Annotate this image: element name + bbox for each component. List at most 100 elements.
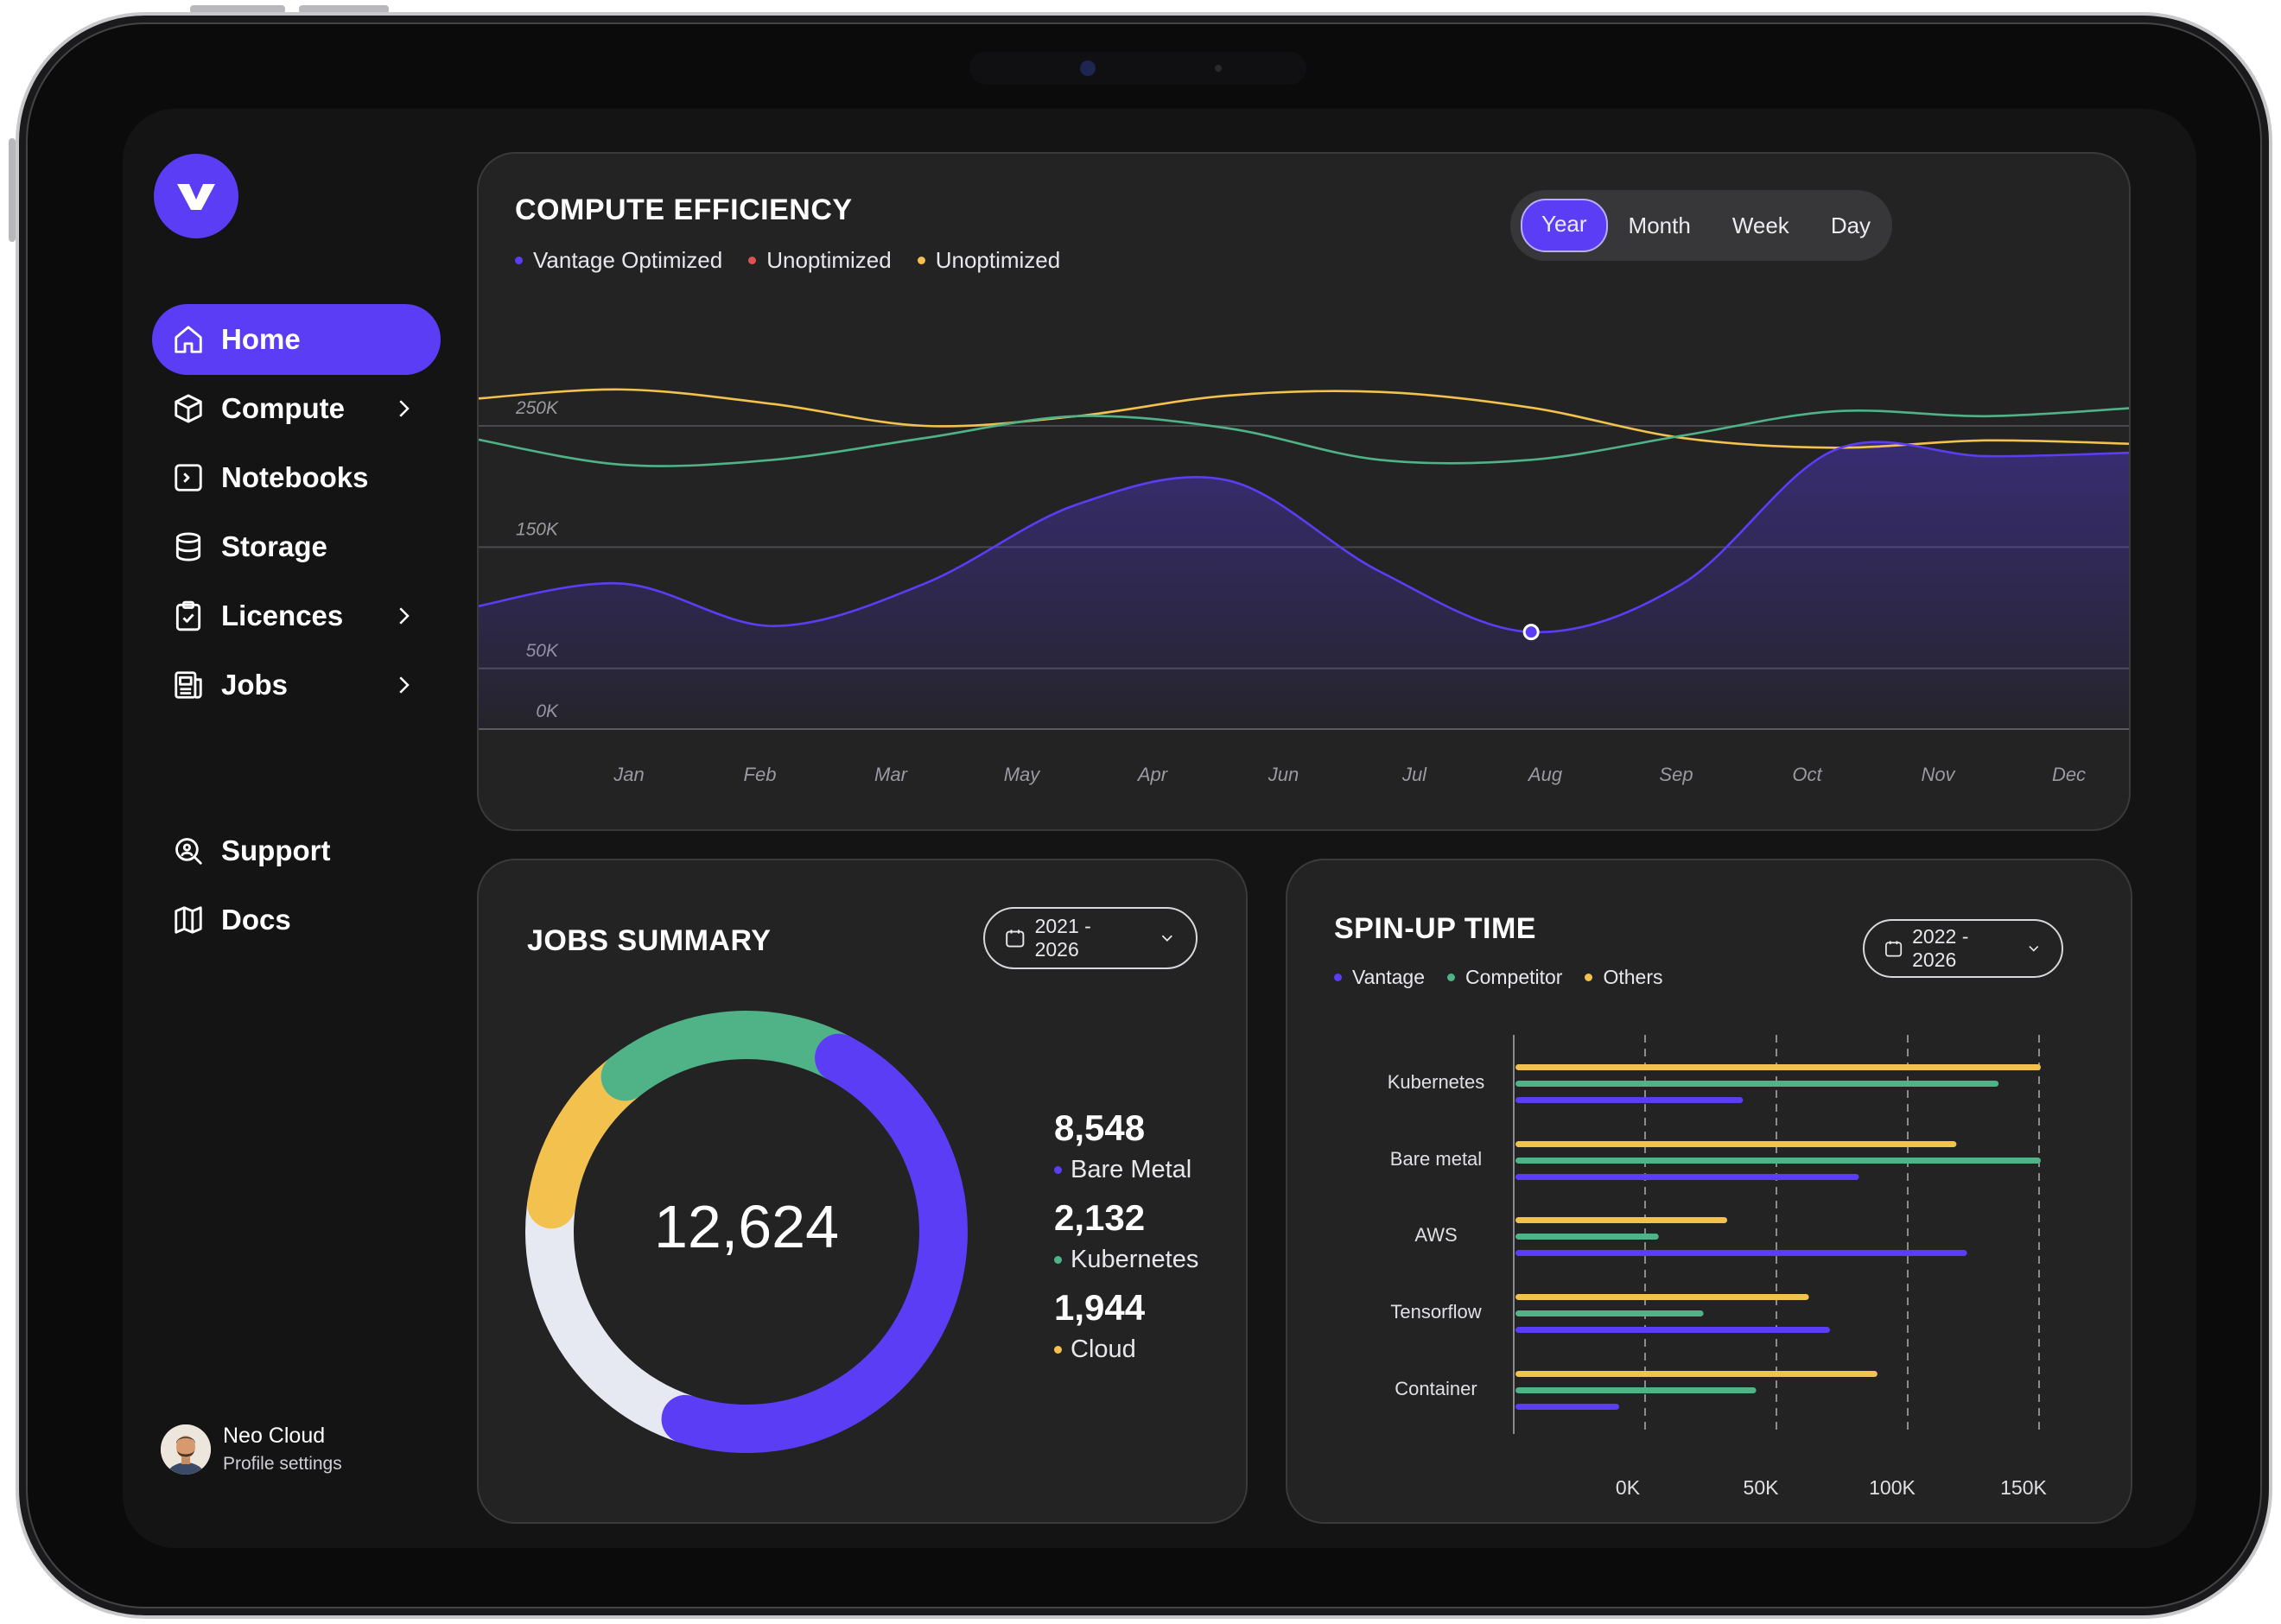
map-icon bbox=[171, 903, 206, 937]
legend-label: Vantage bbox=[1352, 966, 1425, 988]
chart-legend: Vantage Competitor Others bbox=[1334, 966, 1689, 989]
legend-label: Unoptimized bbox=[935, 247, 1061, 273]
jobs-summary-card: JOBS SUMMARY 2021 - 2026 12,624 8,548 Ba… bbox=[477, 859, 1248, 1524]
legend-label: Vantage Optimized bbox=[533, 247, 723, 273]
legend-dot bbox=[1334, 974, 1342, 981]
cube-icon bbox=[171, 391, 206, 426]
series-line bbox=[479, 407, 2129, 467]
legend-dot bbox=[1054, 1256, 1062, 1264]
device-button bbox=[299, 5, 389, 14]
legend-label: Unoptimized bbox=[766, 247, 892, 273]
x-tick-label: 150K bbox=[2000, 1476, 2047, 1499]
date-range-text: 2022 - 2026 bbox=[1912, 925, 1969, 971]
nav-label: Jobs bbox=[221, 669, 289, 701]
x-tick-label: Feb bbox=[744, 764, 777, 785]
bar bbox=[1515, 1327, 1830, 1333]
bar bbox=[1515, 1310, 1704, 1316]
card-title: COMPUTE EFFICIENCY bbox=[515, 193, 853, 226]
nav-label: Licences bbox=[221, 599, 344, 631]
profile-settings[interactable]: Neo Cloud Profile settings bbox=[161, 1424, 342, 1475]
clipboard-check-icon bbox=[171, 599, 206, 633]
range-year-button[interactable]: Year bbox=[1521, 199, 1608, 252]
x-tick-label: 50K bbox=[1744, 1476, 1780, 1499]
legend-item: Unoptimized bbox=[748, 247, 892, 274]
nav-item-licences[interactable]: Licences bbox=[152, 580, 441, 651]
nav-label: Home bbox=[221, 323, 301, 355]
date-range-select[interactable]: 2021 - 2026 bbox=[983, 907, 1198, 969]
date-range-text: 2021 - 2026 bbox=[1034, 915, 1091, 961]
app-screen: Home Compute Notebooks Storage Licenc bbox=[123, 109, 2196, 1548]
logo-v-icon bbox=[177, 184, 215, 210]
legend-dot bbox=[1585, 974, 1593, 981]
stat-value: 1,944 bbox=[1054, 1287, 1146, 1328]
category-label: AWS bbox=[1414, 1224, 1457, 1246]
spin-up-bar-chart: 0K 50K 100K 150K Kubernetes Bare metal AWS Tens… bbox=[1388, 1035, 2048, 1499]
stat-label-text: Cloud bbox=[1071, 1335, 1136, 1363]
date-range-select[interactable]: 2022 - 2026 bbox=[1863, 919, 2063, 978]
camera-icon bbox=[1080, 60, 1096, 76]
nav-item-docs[interactable]: Docs bbox=[152, 885, 441, 955]
nav-item-notebooks[interactable]: Notebooks bbox=[152, 442, 441, 513]
legend-dot bbox=[515, 257, 523, 264]
legend-item: Competitor bbox=[1446, 966, 1563, 989]
legend-item: Unoptimized bbox=[917, 247, 1061, 274]
bar bbox=[1515, 1141, 1957, 1147]
calendar-icon bbox=[1885, 941, 1903, 957]
calendar-icon bbox=[1006, 929, 1025, 948]
stat-label: Kubernetes bbox=[1054, 1246, 1198, 1274]
profile-subtitle: Profile settings bbox=[223, 1454, 342, 1474]
bar bbox=[1515, 1217, 1728, 1223]
x-tick-label: Aug bbox=[1527, 764, 1563, 785]
bar bbox=[1515, 1294, 1809, 1300]
donut-segment-other bbox=[525, 1180, 710, 1443]
series-line bbox=[479, 441, 2129, 634]
compute-efficiency-card: COMPUTE EFFICIENCY Vantage Optimized Uno… bbox=[477, 152, 2131, 831]
range-month-button[interactable]: Month bbox=[1628, 213, 1691, 238]
chevron-right-icon bbox=[399, 607, 410, 625]
x-tick-label: 0K bbox=[1616, 1476, 1641, 1499]
donut-segment-kubernetes bbox=[600, 1011, 864, 1101]
x-tick-label: Apr bbox=[1136, 764, 1169, 785]
bar bbox=[1515, 1097, 1744, 1103]
stat-label: Bare Metal bbox=[1054, 1156, 1191, 1184]
legend-label: Competitor bbox=[1465, 966, 1563, 988]
legend-item: Vantage Optimized bbox=[515, 247, 722, 274]
x-tick-label: May bbox=[1004, 764, 1042, 785]
chevron-right-icon bbox=[399, 400, 410, 417]
nav-item-jobs[interactable]: Jobs bbox=[152, 650, 441, 720]
bar bbox=[1515, 1158, 2041, 1164]
range-week-button[interactable]: Week bbox=[1731, 213, 1789, 238]
bar bbox=[1515, 1250, 1967, 1256]
card-title: SPIN-UP TIME bbox=[1334, 912, 1536, 945]
x-tick-label: Oct bbox=[1792, 764, 1822, 785]
nav-item-compute[interactable]: Compute bbox=[152, 373, 441, 444]
x-tick-label: Jun bbox=[1268, 764, 1299, 785]
chart-legend: Vantage Optimized Unoptimized Unoptimize… bbox=[515, 247, 1086, 274]
bar bbox=[1515, 1371, 1878, 1377]
nav-item-home[interactable]: Home bbox=[152, 304, 441, 375]
nav-label: Notebooks bbox=[221, 461, 369, 493]
brand-logo[interactable] bbox=[154, 154, 238, 238]
home-icon bbox=[171, 322, 206, 357]
jobs-donut-chart bbox=[525, 1011, 968, 1453]
stat-label-text: Kubernetes bbox=[1071, 1246, 1199, 1273]
legend-dot bbox=[1054, 1166, 1062, 1174]
category-label: Tensorflow bbox=[1390, 1301, 1481, 1323]
stat-label-text: Bare Metal bbox=[1071, 1156, 1192, 1183]
camera-bar bbox=[969, 52, 1306, 85]
legend-dot bbox=[917, 257, 925, 264]
x-tick-label: Mar bbox=[874, 764, 909, 785]
range-day-button[interactable]: Day bbox=[1830, 213, 1871, 238]
x-tick-label: Sep bbox=[1659, 764, 1693, 785]
chevron-down-icon bbox=[1162, 935, 1173, 942]
nav-label: Storage bbox=[221, 530, 327, 562]
y-tick-label: 150K bbox=[516, 519, 559, 539]
bar bbox=[1515, 1387, 1757, 1393]
nav-item-storage[interactable]: Storage bbox=[152, 511, 441, 582]
nav-item-support[interactable]: Support bbox=[152, 815, 441, 886]
x-tick-label: Nov bbox=[1921, 764, 1956, 785]
highlight-point bbox=[1522, 624, 1540, 641]
x-tick-label: Jul bbox=[1401, 764, 1427, 785]
newspaper-icon bbox=[171, 668, 206, 702]
support-search-icon bbox=[171, 834, 206, 868]
